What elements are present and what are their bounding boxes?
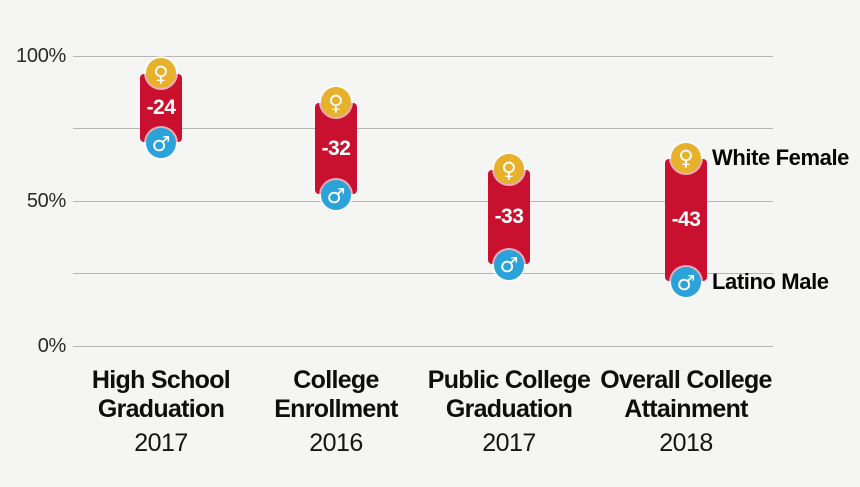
category-label: Public College Graduation 2017 <box>399 366 619 456</box>
legend-white-female: White Female <box>712 144 850 170</box>
male-marker: ♂ <box>671 267 701 298</box>
category-label: High School Graduation 2017 <box>51 366 271 456</box>
female-marker: ♀ <box>671 142 701 173</box>
category-label-line: Graduation <box>445 395 573 423</box>
female-icon: ♀ <box>153 61 169 86</box>
female-marker: ♀ <box>321 87 351 118</box>
female-icon: ♀ <box>678 146 694 170</box>
y-axis-tick-label: 0% <box>37 335 67 357</box>
category-year: 2017 <box>482 429 536 457</box>
category-label-line: Attainment <box>624 395 748 423</box>
male-icon: ♂ <box>151 131 171 156</box>
gridline-75 <box>73 128 773 129</box>
gap-bar <box>488 170 530 264</box>
gap-value-label: -32 <box>321 136 351 160</box>
category-label: Overall College Attainment 2018 <box>576 366 796 456</box>
gap-value-label: -33 <box>494 204 524 228</box>
gridline-25 <box>73 273 773 274</box>
category-label-line: High School <box>91 366 231 394</box>
category-label: College Enrollment 2016 <box>226 366 446 456</box>
category-label-line: Overall College <box>600 366 772 394</box>
legend-latino-male: Latino Male <box>712 269 829 295</box>
female-icon: ♀ <box>501 157 517 182</box>
category-label-line: Public College <box>427 366 591 394</box>
gridline-50 <box>73 200 773 202</box>
gridline-100 <box>73 55 773 57</box>
gap-value-label: -43 <box>671 207 701 231</box>
female-icon: ♀ <box>328 90 344 115</box>
male-icon: ♂ <box>499 253 519 278</box>
y-axis-tick-label: 50% <box>26 190 66 212</box>
category-label-line: Graduation <box>97 395 225 423</box>
male-icon: ♂ <box>326 183 346 208</box>
gridline-0 <box>73 345 773 347</box>
male-marker: ♂ <box>494 249 524 280</box>
female-marker: ♀ <box>494 154 524 185</box>
male-marker: ♂ <box>146 128 176 158</box>
gap-bar <box>665 158 707 282</box>
y-axis-tick-label: 100% <box>16 45 66 67</box>
male-marker: ♂ <box>321 180 351 211</box>
category-label-line: College <box>293 366 379 394</box>
category-label-line: Enrollment <box>274 395 398 423</box>
male-icon: ♂ <box>676 270 696 295</box>
category-year: 2016 <box>309 429 363 457</box>
gap-value-label: -24 <box>146 96 176 120</box>
gap-bar <box>315 103 357 195</box>
female-marker: ♀ <box>146 58 176 89</box>
category-year: 2018 <box>659 429 713 457</box>
category-year: 2017 <box>134 429 188 457</box>
